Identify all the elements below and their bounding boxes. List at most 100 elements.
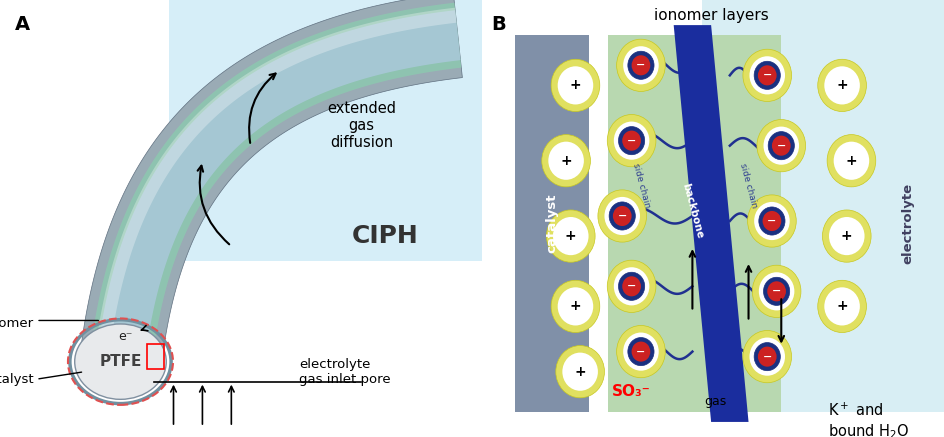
- Text: A: A: [14, 15, 29, 34]
- Polygon shape: [673, 25, 748, 422]
- Circle shape: [613, 206, 631, 226]
- Text: −: −: [635, 60, 645, 70]
- Text: +: +: [574, 365, 585, 379]
- Circle shape: [771, 135, 790, 156]
- Circle shape: [552, 217, 588, 255]
- Text: −: −: [762, 352, 771, 362]
- Circle shape: [751, 265, 801, 317]
- Text: side chain: side chain: [630, 163, 650, 209]
- Circle shape: [627, 337, 653, 366]
- Circle shape: [828, 217, 864, 255]
- Circle shape: [747, 195, 796, 247]
- Circle shape: [749, 337, 784, 376]
- Circle shape: [616, 326, 665, 378]
- Circle shape: [758, 207, 784, 235]
- Text: PTFE: PTFE: [99, 354, 142, 369]
- Circle shape: [823, 287, 859, 326]
- Circle shape: [550, 59, 599, 111]
- Circle shape: [557, 287, 593, 326]
- Text: SO₃⁻: SO₃⁻: [612, 384, 650, 399]
- Circle shape: [823, 66, 859, 104]
- Text: +: +: [569, 78, 581, 92]
- Circle shape: [616, 39, 665, 91]
- Text: −: −: [626, 281, 635, 291]
- Text: K$^+$ and
bound H$_2$O: K$^+$ and bound H$_2$O: [827, 402, 909, 437]
- Circle shape: [557, 66, 593, 104]
- Circle shape: [758, 272, 794, 310]
- Circle shape: [753, 343, 780, 371]
- Text: ionomer: ionomer: [0, 318, 34, 330]
- Text: −: −: [762, 70, 771, 80]
- Polygon shape: [608, 35, 781, 412]
- Circle shape: [548, 142, 583, 180]
- Circle shape: [817, 59, 866, 111]
- Text: catalyst: catalyst: [545, 194, 558, 253]
- Circle shape: [833, 142, 868, 180]
- Text: +: +: [835, 78, 847, 92]
- Circle shape: [631, 342, 649, 362]
- Polygon shape: [90, 3, 461, 366]
- Text: −: −: [616, 211, 626, 221]
- Circle shape: [555, 346, 604, 398]
- Circle shape: [546, 210, 595, 262]
- Circle shape: [621, 131, 640, 151]
- Circle shape: [742, 330, 791, 383]
- Circle shape: [762, 211, 781, 231]
- Circle shape: [763, 277, 789, 305]
- Text: −: −: [776, 141, 785, 151]
- Circle shape: [753, 202, 789, 240]
- Text: B: B: [491, 15, 505, 34]
- Text: +: +: [569, 299, 581, 313]
- Circle shape: [614, 267, 649, 305]
- Text: −: −: [771, 286, 781, 296]
- Circle shape: [621, 276, 640, 296]
- Circle shape: [753, 61, 780, 90]
- Circle shape: [821, 210, 870, 262]
- Text: gas: gas: [704, 395, 726, 408]
- Circle shape: [757, 65, 776, 85]
- Circle shape: [757, 347, 776, 367]
- Circle shape: [607, 260, 655, 312]
- Polygon shape: [514, 35, 589, 412]
- Text: electrolyte: electrolyte: [901, 183, 913, 264]
- Text: +: +: [835, 299, 847, 313]
- Circle shape: [749, 56, 784, 94]
- Text: −: −: [635, 347, 645, 357]
- Text: +: +: [845, 154, 856, 168]
- Circle shape: [622, 333, 658, 371]
- Circle shape: [598, 190, 646, 242]
- Polygon shape: [701, 0, 944, 412]
- Text: +: +: [560, 154, 571, 168]
- Circle shape: [609, 202, 634, 230]
- Text: e⁻: e⁻: [118, 330, 132, 343]
- Circle shape: [617, 272, 644, 300]
- Text: catalyst: catalyst: [0, 373, 34, 386]
- Circle shape: [763, 127, 799, 165]
- Circle shape: [607, 114, 655, 167]
- Text: CIPH: CIPH: [352, 224, 418, 248]
- Text: −: −: [767, 216, 776, 226]
- Polygon shape: [168, 0, 481, 261]
- Text: −: −: [626, 135, 635, 146]
- Circle shape: [767, 281, 785, 302]
- Circle shape: [617, 127, 644, 155]
- Text: +: +: [840, 229, 851, 243]
- Text: extended
gas
diffusion: extended gas diffusion: [327, 101, 396, 150]
- Circle shape: [631, 55, 649, 75]
- Circle shape: [622, 46, 658, 84]
- Circle shape: [742, 49, 791, 101]
- Circle shape: [817, 280, 866, 333]
- Circle shape: [767, 132, 794, 160]
- Polygon shape: [94, 8, 456, 360]
- Circle shape: [627, 51, 653, 80]
- Text: electrolyte
gas inlet pore: electrolyte gas inlet pore: [298, 358, 390, 386]
- Circle shape: [614, 121, 649, 160]
- Text: backbone: backbone: [680, 182, 704, 240]
- Text: ionomer layers: ionomer layers: [653, 7, 767, 23]
- Circle shape: [562, 353, 598, 391]
- Circle shape: [550, 280, 599, 333]
- Text: +: +: [565, 229, 576, 243]
- Ellipse shape: [75, 324, 166, 399]
- Circle shape: [756, 120, 804, 172]
- Text: side chain: side chain: [737, 163, 758, 209]
